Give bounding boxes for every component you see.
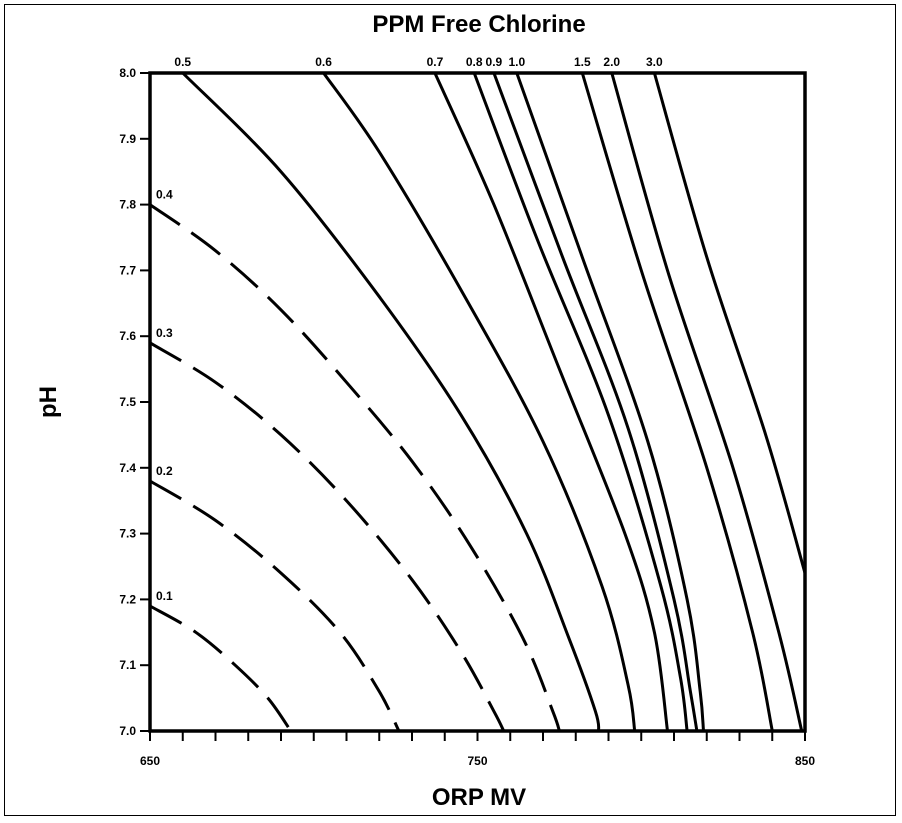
curve-label: 0.7: [427, 55, 444, 69]
curve-label: 0.9: [486, 55, 503, 69]
curve-0.9: [492, 72, 699, 732]
y-tick-label: 7.2: [119, 592, 136, 606]
y-tick-label: 7.7: [119, 263, 136, 277]
curve-label: 0.4: [156, 188, 173, 202]
curve-label: 0.8: [466, 55, 483, 69]
curve-label: 2.0: [603, 55, 620, 69]
y-tick-label: 7.5: [119, 395, 136, 409]
plot-area: [148, 71, 807, 733]
curve-0.2: [149, 479, 401, 732]
curve-label: 1.5: [574, 55, 591, 69]
y-tick-label: 7.3: [119, 527, 136, 541]
y-tick-label: 7.4: [119, 461, 136, 475]
y-tick-label: 7.1: [119, 658, 136, 672]
y-tick-label: 7.9: [119, 132, 136, 146]
curve-0.6: [322, 72, 637, 732]
curve-label: 1.0: [508, 55, 525, 69]
curve-1.5: [580, 72, 774, 732]
y-tick-label: 8.0: [119, 66, 136, 80]
x-axis: 650 750 850: [140, 731, 815, 768]
y-axis-title: pH: [35, 386, 62, 418]
curve-1.0: [515, 72, 705, 732]
curve-0.1: [149, 604, 293, 732]
curve-label: 0.1: [156, 589, 173, 603]
curve-label: 0.3: [156, 326, 173, 340]
y-axis: 7.0 7.1 7.2 7.3 7.4 7.5 7.6 7.7 7.8 7.9 8.0: [119, 66, 150, 738]
curve-label: 0.6: [315, 55, 332, 69]
y-tick-label: 7.6: [119, 329, 136, 343]
x-tick-label: 650: [140, 754, 160, 768]
chart-title: PPM Free Chlorine: [372, 11, 585, 38]
x-tick-label: 850: [795, 754, 815, 768]
x-axis-title: ORP MV: [432, 784, 526, 811]
curve-2.0: [610, 72, 804, 732]
curve-3.0: [652, 72, 807, 574]
y-tick-label: 7.0: [119, 724, 136, 738]
curve-0.7: [433, 72, 669, 732]
y-tick-label: 7.8: [119, 198, 136, 212]
x-tick-label: 750: [467, 754, 487, 768]
curve-label: 0.2: [156, 464, 173, 478]
curve-0.8: [472, 72, 689, 732]
figure-frame: [4, 4, 896, 816]
curve-0.5: [181, 71, 601, 732]
curve-0.4: [149, 203, 561, 732]
curve-label: 3.0: [646, 55, 663, 69]
curve-group: 0.1 0.2 0.3 0.4 0.5 0.6 0.7 0.8 0.9 1.0 1.5 2.0 3.0: [149, 55, 807, 732]
curve-label: 0.5: [174, 55, 191, 69]
